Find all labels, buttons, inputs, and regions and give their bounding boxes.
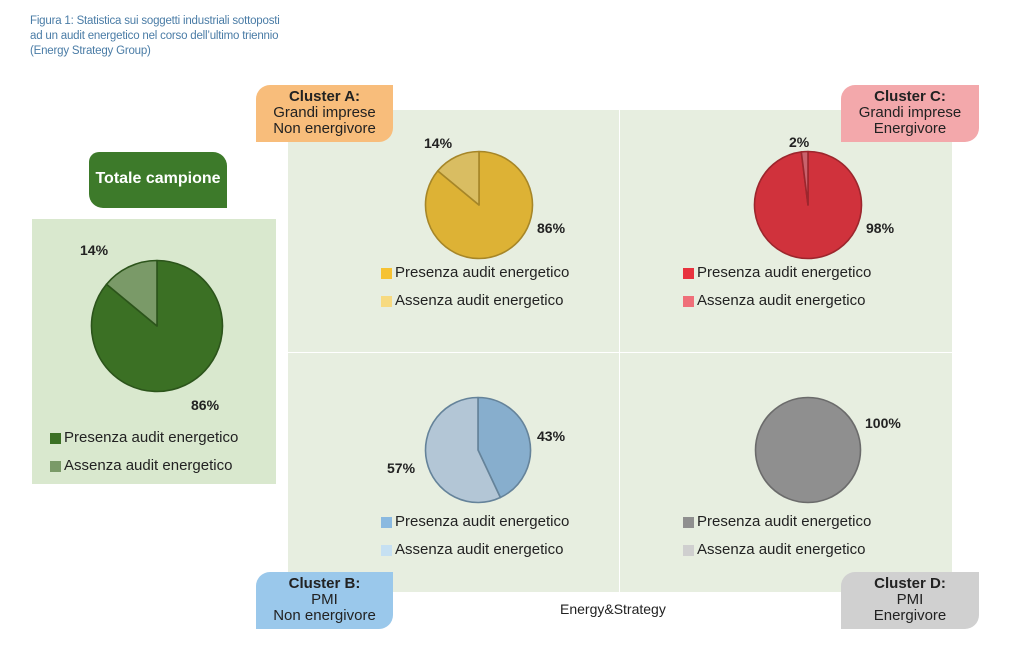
- data-label-absence: 2%: [789, 134, 810, 150]
- legend-swatch: [381, 267, 392, 279]
- legend-swatch: [683, 295, 694, 307]
- badge-title: Cluster A:: [288, 88, 361, 105]
- legend-cluster-b: Presenza audit energetico Assenza audit …: [381, 508, 569, 564]
- data-label-absence: 14%: [80, 242, 109, 258]
- pie-slice-absence: [105, 259, 158, 327]
- badge-cluster-a: Cluster A: Grandi imprese Non energivore: [256, 85, 393, 142]
- badge-cluster-c: Cluster C: Grandi imprese Energivore: [841, 85, 979, 142]
- legend-swatch: [683, 516, 694, 528]
- pie-total-sample: [90, 259, 224, 393]
- pie-slice-absence: [436, 150, 480, 206]
- badge-cluster-b: Cluster B: PMI Non energivore: [256, 572, 393, 629]
- badge-subtitle: PMI: [896, 591, 924, 608]
- legend-item-absence: Assenza audit energetico: [381, 287, 569, 315]
- legend-label: Presenza audit energetico: [395, 513, 570, 530]
- pie-slice-presence: [754, 396, 862, 504]
- pie-slice-absence: [424, 396, 502, 504]
- legend-item-absence: Assenza audit energetico: [381, 536, 569, 564]
- badge-subtitle: Grandi imprese: [858, 104, 962, 121]
- legend-swatch: [381, 516, 392, 528]
- legend-item-absence: Assenza audit energetico: [50, 452, 238, 480]
- legend-label: Presenza audit energetico: [697, 513, 872, 530]
- legend-label: Assenza audit energetico: [697, 541, 866, 558]
- badge-cluster-d: Cluster D: PMI Energivore: [841, 572, 979, 629]
- pie-cluster-a: [424, 150, 534, 260]
- badge-total-sample: Totale campione: [89, 152, 227, 208]
- legend-label: Presenza audit energetico: [697, 264, 872, 281]
- data-label-presence: 98%: [866, 220, 895, 236]
- pie-cluster-c: [753, 150, 863, 260]
- legend-label: Presenza audit energetico: [395, 264, 570, 281]
- legend-cluster-d: Presenza audit energetico Assenza audit …: [683, 508, 871, 564]
- badge-subtitle: Non energivore: [273, 607, 376, 624]
- badge-subtitle: Energivore: [873, 607, 947, 624]
- legend-item-presence: Presenza audit energetico: [683, 508, 871, 536]
- badge-title: Cluster D:: [874, 575, 946, 592]
- legend-item-absence: Assenza audit energetico: [683, 536, 871, 564]
- data-label-presence: 43%: [537, 428, 566, 444]
- data-label-absence: 14%: [424, 135, 453, 151]
- legend-item-presence: Presenza audit energetico: [50, 424, 238, 452]
- grid-divider-vertical: [619, 110, 620, 592]
- badge-subtitle: Non energivore: [273, 120, 376, 137]
- badge-title: Cluster B:: [288, 575, 361, 592]
- badge-subtitle: Energivore: [873, 120, 947, 137]
- legend-item-absence: Assenza audit energetico: [683, 287, 871, 315]
- legend-label: Assenza audit energetico: [395, 541, 564, 558]
- legend-item-presence: Presenza audit energetico: [683, 259, 871, 287]
- legend-label: Assenza audit energetico: [395, 292, 564, 309]
- grid-divider-horizontal: [288, 352, 952, 353]
- badge-title: Totale campione: [95, 170, 221, 187]
- badge-subtitle: PMI: [311, 591, 338, 608]
- legend-label: Assenza audit energetico: [697, 292, 866, 309]
- pie-slice-absence: [800, 150, 809, 206]
- legend-swatch: [683, 544, 694, 556]
- figure-caption: Figura 1: Statistica sui soggetti indust…: [30, 15, 280, 57]
- badge-subtitle: Grandi imprese: [273, 104, 376, 121]
- pie-cluster-b: [424, 396, 532, 504]
- legend-item-presence: Presenza audit energetico: [381, 259, 569, 287]
- legend-swatch: [50, 460, 61, 472]
- data-label-absence: 57%: [387, 460, 416, 476]
- legend-total-sample: Presenza audit energetico Assenza audit …: [50, 424, 238, 480]
- legend-cluster-c: Presenza audit energetico Assenza audit …: [683, 259, 871, 315]
- data-label-presence: 100%: [865, 415, 901, 431]
- legend-item-presence: Presenza audit energetico: [381, 508, 569, 536]
- legend-label: Assenza audit energetico: [64, 457, 233, 474]
- legend-swatch: [381, 295, 392, 307]
- legend-swatch: [683, 267, 694, 279]
- pie-cluster-d: [754, 396, 862, 504]
- source-footer: Energy&Strategy: [560, 601, 666, 617]
- data-label-presence: 86%: [537, 220, 566, 236]
- data-label-presence: 86%: [191, 397, 220, 413]
- pie-slice-presence: [477, 396, 532, 499]
- legend-swatch: [381, 544, 392, 556]
- legend-cluster-a: Presenza audit energetico Assenza audit …: [381, 259, 569, 315]
- badge-title: Cluster C:: [874, 88, 946, 105]
- legend-swatch: [50, 432, 61, 444]
- legend-label: Presenza audit energetico: [64, 429, 239, 446]
